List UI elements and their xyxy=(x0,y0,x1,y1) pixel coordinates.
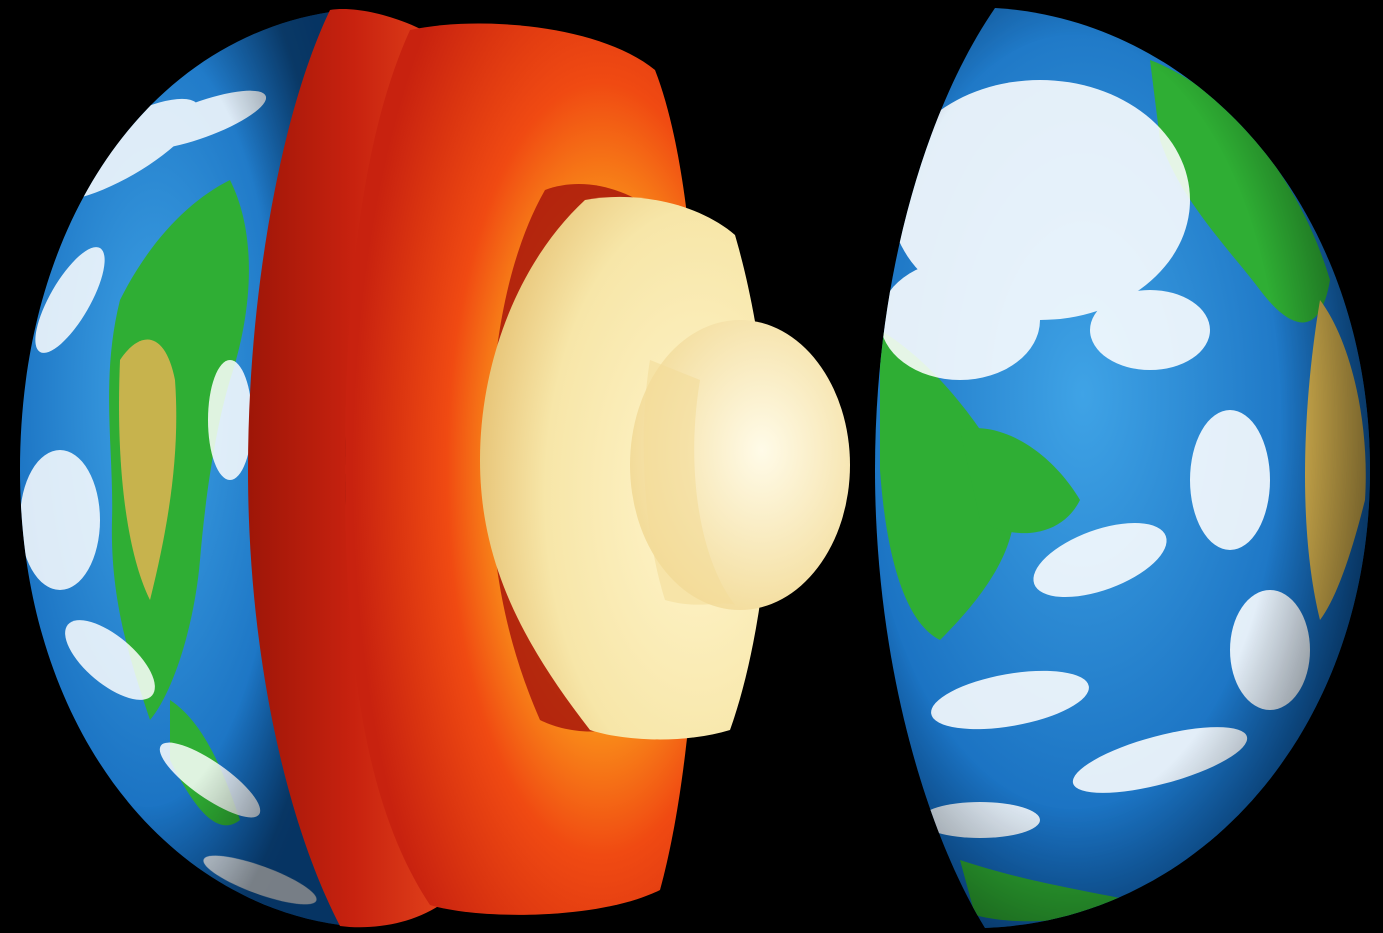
inner-core-layer xyxy=(630,320,850,610)
left-hemisphere-surface xyxy=(20,12,340,925)
right-hemisphere-surface xyxy=(875,8,1370,928)
crust-layer xyxy=(248,9,440,928)
